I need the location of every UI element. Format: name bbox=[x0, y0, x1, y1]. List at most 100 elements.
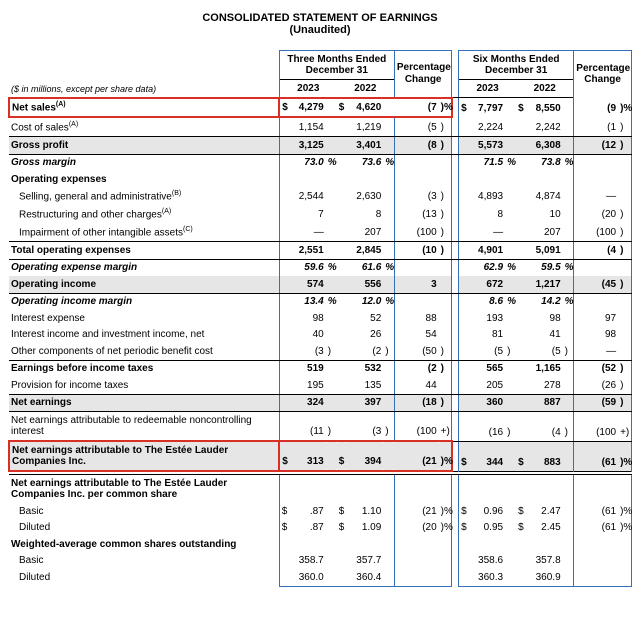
row-net-sales: Net sales(A) $4,279 $4,620 (7)% $7,797 $… bbox=[9, 98, 632, 118]
val: 14.2 bbox=[525, 293, 563, 310]
header-groups: Three Months Ended December 31 Percentag… bbox=[9, 51, 632, 80]
val: 4,901 bbox=[467, 242, 505, 260]
header-years: ($ in millions, except per share data) 2… bbox=[9, 80, 632, 98]
pct: (50 bbox=[394, 343, 438, 360]
val: 883 bbox=[525, 441, 563, 471]
row-net-earn-attrib: Net earnings attributable to The Estée L… bbox=[9, 441, 632, 471]
col-2023-3m: 2023 bbox=[279, 80, 337, 98]
row-nci: Net earnings attributable to redeemable … bbox=[9, 412, 632, 442]
pct: (100 bbox=[574, 412, 618, 442]
val: 565 bbox=[467, 360, 505, 377]
val: 357.7 bbox=[346, 553, 384, 570]
val: 71.5 bbox=[467, 154, 505, 171]
val: 73.6 bbox=[346, 154, 384, 171]
label: Net earnings attributable to The Estée L… bbox=[9, 475, 279, 504]
val: 4,620 bbox=[346, 98, 384, 118]
col-2023-6m: 2023 bbox=[459, 80, 517, 98]
val: 2,242 bbox=[525, 117, 563, 136]
col-2022-3m: 2022 bbox=[337, 80, 395, 98]
val: 2,224 bbox=[467, 117, 505, 136]
val: 360 bbox=[467, 394, 505, 412]
val: 360.4 bbox=[346, 569, 384, 586]
val: 205 bbox=[467, 377, 505, 394]
val: 556 bbox=[346, 276, 384, 293]
val: 59.6 bbox=[288, 259, 326, 276]
val: 2,544 bbox=[288, 188, 326, 206]
label: Other components of net periodic benefit… bbox=[9, 343, 279, 360]
val: 5,091 bbox=[525, 242, 563, 260]
pct: 3 bbox=[394, 276, 438, 293]
val: 52 bbox=[346, 310, 384, 327]
val: 4,893 bbox=[467, 188, 505, 206]
label: Net earnings attributable to The Estée L… bbox=[9, 441, 279, 471]
label: Operating expenses bbox=[9, 171, 279, 188]
val: (3 bbox=[288, 343, 326, 360]
pct: (20 bbox=[394, 520, 438, 537]
val: 394 bbox=[346, 441, 384, 471]
earnings-table: Three Months Ended December 31 Percentag… bbox=[8, 50, 632, 587]
val: 1,154 bbox=[288, 117, 326, 136]
label: Operating expense margin bbox=[9, 259, 279, 276]
row-op-exp-hdr: Operating expenses bbox=[9, 171, 632, 188]
val: 344 bbox=[467, 441, 505, 471]
val: 1,217 bbox=[525, 276, 563, 293]
page-title: CONSOLIDATED STATEMENT OF EARNINGS bbox=[8, 12, 632, 24]
pct: (18 bbox=[394, 394, 438, 412]
row-op-income: Operating income 574 556 3 672 1,217 (45… bbox=[9, 276, 632, 293]
val: 1,165 bbox=[525, 360, 563, 377]
val: 357.8 bbox=[525, 553, 563, 570]
pct: (21 bbox=[394, 441, 438, 471]
row-sga: Selling, general and administrative(B) 2… bbox=[9, 188, 632, 206]
val: 41 bbox=[525, 327, 563, 344]
val: 207 bbox=[525, 223, 563, 241]
label-net-sales: Net sales bbox=[12, 102, 56, 113]
val: 135 bbox=[346, 377, 384, 394]
label: Impairment of other intangible assets bbox=[19, 227, 183, 238]
sup: (C) bbox=[183, 226, 193, 233]
val: 1.09 bbox=[346, 520, 384, 537]
row-restructuring: Restructuring and other charges(A) 7 8 (… bbox=[9, 205, 632, 223]
pct: (1 bbox=[574, 117, 618, 136]
pct: — bbox=[574, 343, 618, 360]
label: Diluted bbox=[9, 569, 279, 586]
col-2022-6m: 2022 bbox=[516, 80, 574, 98]
val: 207 bbox=[346, 223, 384, 241]
val: 2,630 bbox=[346, 188, 384, 206]
row-op-exp-margin: Operating expense margin 59.6% 61.6% 62.… bbox=[9, 259, 632, 276]
val: 81 bbox=[467, 327, 505, 344]
val: 40 bbox=[288, 327, 326, 344]
val: 98 bbox=[525, 310, 563, 327]
row-op-income-margin: Operating income margin 13.4% 12.0% 8.6%… bbox=[9, 293, 632, 310]
sup: (A) bbox=[56, 101, 66, 108]
val: 574 bbox=[288, 276, 326, 293]
val: .87 bbox=[288, 503, 326, 520]
label: Operating income margin bbox=[9, 293, 279, 310]
val: — bbox=[288, 223, 326, 241]
pct: (100 bbox=[394, 412, 438, 442]
label: Cost of sales bbox=[11, 122, 69, 133]
pct: (26 bbox=[574, 377, 618, 394]
val: 195 bbox=[288, 377, 326, 394]
row-wavg-hdr: Weighted-average common shares outstandi… bbox=[9, 536, 632, 553]
val: 73.0 bbox=[288, 154, 326, 171]
val: (5 bbox=[467, 343, 505, 360]
label: Diluted bbox=[9, 520, 279, 537]
pct: (61 bbox=[574, 441, 618, 471]
val: 672 bbox=[467, 276, 505, 293]
val: 1.10 bbox=[346, 503, 384, 520]
pct: (13 bbox=[394, 205, 438, 223]
val: 26 bbox=[346, 327, 384, 344]
pct: (21 bbox=[394, 503, 438, 520]
pct: — bbox=[574, 188, 618, 206]
val: (11 bbox=[288, 412, 326, 442]
label: Selling, general and administrative bbox=[19, 191, 172, 202]
pct: 98 bbox=[574, 327, 618, 344]
val: 313 bbox=[288, 441, 326, 471]
val: 193 bbox=[467, 310, 505, 327]
pct: (100 bbox=[574, 223, 618, 241]
row-wavg-diluted: Diluted 360.0 360.4 360.3 360.9 bbox=[9, 569, 632, 586]
val: 1,219 bbox=[346, 117, 384, 136]
val: — bbox=[467, 223, 505, 241]
val: 887 bbox=[525, 394, 563, 412]
pct: (12 bbox=[574, 137, 618, 155]
